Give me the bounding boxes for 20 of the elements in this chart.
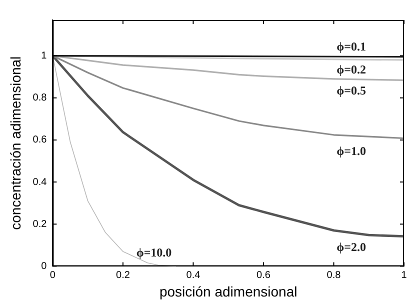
y-tick-label: 1 [41, 50, 48, 62]
series-label: ϕ=0.1 [336, 40, 366, 54]
y-tick-label: 0.8 [32, 92, 48, 104]
x-tick-label: 1 [401, 270, 408, 281]
x-tick-label: 0.4 [186, 270, 201, 281]
series-label: ϕ=10.0 [136, 245, 172, 260]
x-tick-label: 0 [50, 270, 56, 281]
x-axis-title: posición adimensional [159, 283, 298, 300]
series-label: ϕ=1.0 [336, 144, 366, 158]
y-tick-label: 0.6 [32, 134, 48, 146]
series-label: ϕ=2.0 [336, 240, 366, 254]
y-tick-label: 0.4 [32, 176, 48, 188]
x-tick-label: 0.2 [116, 270, 130, 281]
x-tick-label: 0.6 [256, 270, 271, 281]
x-tick-label: 0.8 [326, 270, 342, 281]
y-tick-label: 0.2 [32, 218, 48, 230]
y-axis-title: concentración adimensional [7, 56, 24, 230]
y-tick-label: 0 [41, 260, 48, 272]
series-label: ϕ=0.5 [336, 83, 366, 98]
series-label: ϕ=0.2 [336, 62, 366, 77]
